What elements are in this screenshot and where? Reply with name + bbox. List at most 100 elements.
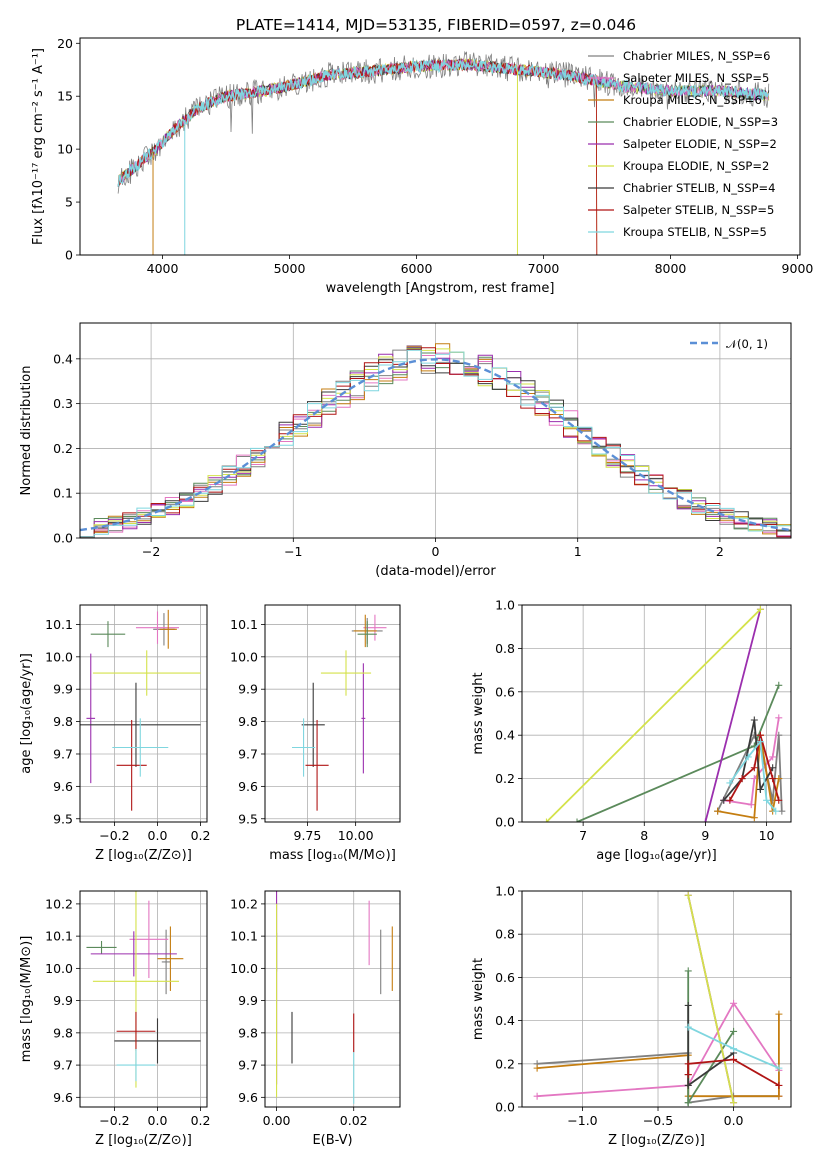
plot-mass_vs_ebv: 0.00 0.02 9.6 9.7 9.8 9.9 10.0 10.1 10.2 E(B-V) <box>230 890 401 1148</box>
weight-marker <box>684 1060 692 1068</box>
y-tick-label: 9.7 <box>53 746 73 761</box>
y-tick-label: 9.5 <box>53 811 73 826</box>
y-tick-label: 9.9 <box>53 682 73 697</box>
y-axis-label: mass weight <box>471 958 486 1040</box>
y-tick-label: 9.5 <box>238 811 258 826</box>
x-axis-label: Z [log₁₀(Z/Z⊙)] <box>608 1133 705 1148</box>
plot-area <box>80 343 791 538</box>
x-axis-label: Z [log₁₀(Z/Z⊙)] <box>95 1133 192 1148</box>
weight-marker <box>714 807 722 815</box>
plot-residuals: −2 −1 0 1 2 0.0 0.1 0.2 0.3 0.4 (data-model)/error… <box>19 322 792 579</box>
legend-entry: Salpeter ELODIE, N_SSP=2 <box>623 137 777 151</box>
chart-title: PLATE=1414, MJD=53135, FIBERID=0597, z=0… <box>236 16 636 34</box>
weight-marker <box>756 605 764 613</box>
weight-marker <box>542 818 550 822</box>
y-axis-label: mass [log₁₀(M/M⊙)] <box>19 936 34 1063</box>
y-tick-label: 0.4 <box>495 1013 515 1028</box>
x-tick-label: 10 <box>759 828 775 843</box>
y-tick-label: 0.0 <box>53 531 73 546</box>
y-tick-label: 9.7 <box>238 1058 258 1073</box>
x-tick-label: −1.0 <box>567 1113 597 1128</box>
weight-marker <box>744 753 752 761</box>
weight-marker <box>726 796 734 804</box>
y-tick-label: 9.6 <box>53 1090 73 1105</box>
y-tick-label: 9.9 <box>238 993 258 1008</box>
y-tick-label: 0.6 <box>495 970 515 985</box>
x-tick-label: −2 <box>142 544 160 559</box>
weight-marker <box>772 807 780 815</box>
x-axis-label: Z [log₁₀(Z/Z⊙)] <box>95 848 192 863</box>
x-tick-label: 8 <box>640 828 648 843</box>
plot-mass_vs_Z: −0.2 0.0 0.2 9.6 9.7 9.8 9.9 10.0 10.1 10.2 Z [log… <box>19 890 210 1148</box>
x-axis-label: E(B-V) <box>312 1133 352 1148</box>
x-tick-label: 9 <box>701 828 709 843</box>
normal-curve <box>80 358 791 532</box>
x-tick-label: 2 <box>716 544 724 559</box>
y-tick-label: 0.6 <box>495 684 515 699</box>
weight-marker <box>750 716 758 724</box>
y-tick-label: 15 <box>57 89 73 104</box>
weight-marker <box>730 999 738 1007</box>
weight-marker <box>763 796 771 804</box>
y-tick-label: 9.8 <box>53 1025 73 1040</box>
weight-marker <box>775 775 783 783</box>
axes-frame <box>79 890 208 1108</box>
y-tick-label: 0.4 <box>495 728 515 743</box>
y-tick-label: 10 <box>57 142 73 157</box>
weight-marker <box>756 738 764 746</box>
x-tick-label: 0 <box>432 544 440 559</box>
y-tick-label: 10.0 <box>230 649 258 664</box>
weight-marker <box>533 1092 541 1100</box>
y-tick-label: 9.9 <box>53 993 73 1008</box>
weight-marker <box>720 796 728 804</box>
y-tick-label: 9.6 <box>238 1090 258 1105</box>
weight-line-5 <box>545 608 762 822</box>
plot-weight_vs_age: 7 8 9 10 0.0 0.2 0.4 0.6 0.8 1.0 age [log₁₀(age/yr… <box>471 598 792 863</box>
weight-marker <box>730 1045 738 1053</box>
y-tick-label: 10.1 <box>45 929 73 944</box>
x-tick-label: 6000 <box>401 261 433 276</box>
y-tick-label: 10.0 <box>230 961 258 976</box>
legend-entry: Chabrier MILES, N_SSP=6 <box>623 49 770 63</box>
weight-marker <box>684 1099 692 1107</box>
weight-marker <box>750 764 758 772</box>
weight-marker <box>726 779 734 787</box>
weight-line-7 <box>687 1058 780 1087</box>
axes-frame <box>79 604 208 823</box>
y-tick-label: 0.8 <box>495 927 515 942</box>
y-tick-label: 9.9 <box>238 682 258 697</box>
y-tick-label: 0.8 <box>495 641 515 656</box>
spectrum-line-8 <box>117 58 770 187</box>
legend-entry: Kroupa MILES, N_SSP=6 <box>623 93 762 107</box>
weight-marker <box>775 681 783 689</box>
weight-line-3 <box>687 970 735 1106</box>
x-tick-label: 9.75 <box>294 828 322 843</box>
x-tick-label: −0.5 <box>643 1113 673 1128</box>
x-axis-label: age [log₁₀(age/yr)] <box>596 848 717 863</box>
y-axis-label: age [log₁₀(age/yr)] <box>19 653 34 774</box>
y-tick-label: 10.1 <box>230 617 258 632</box>
weight-marker <box>769 775 777 783</box>
weight-marker <box>775 1081 783 1089</box>
weight-marker <box>775 714 783 722</box>
spectrum-line-7 <box>117 59 598 255</box>
y-tick-label: 1.0 <box>495 884 515 899</box>
weight-marker <box>573 818 581 822</box>
y-tick-label: 9.8 <box>53 714 73 729</box>
weight-marker <box>684 891 692 899</box>
spectrum-line-0 <box>117 50 770 194</box>
weight-marker <box>775 1092 783 1100</box>
x-tick-label: 1 <box>574 544 582 559</box>
legend-entry: Chabrier STELIB, N_SSP=4 <box>623 181 775 195</box>
weight-marker <box>778 807 786 815</box>
y-tick-label: 10.0 <box>45 649 73 664</box>
y-tick-label: 10.2 <box>45 896 73 911</box>
y-tick-label: 0.3 <box>53 396 73 411</box>
x-tick-label: 7000 <box>528 261 560 276</box>
y-tick-label: 9.6 <box>53 779 73 794</box>
x-tick-label: 0.02 <box>340 1113 368 1128</box>
y-axis-label: Flux [fλ10⁻¹⁷ erg cm⁻² s⁻¹ A⁻¹] <box>31 48 46 245</box>
weight-marker <box>756 731 764 739</box>
weight-marker <box>775 1064 783 1072</box>
